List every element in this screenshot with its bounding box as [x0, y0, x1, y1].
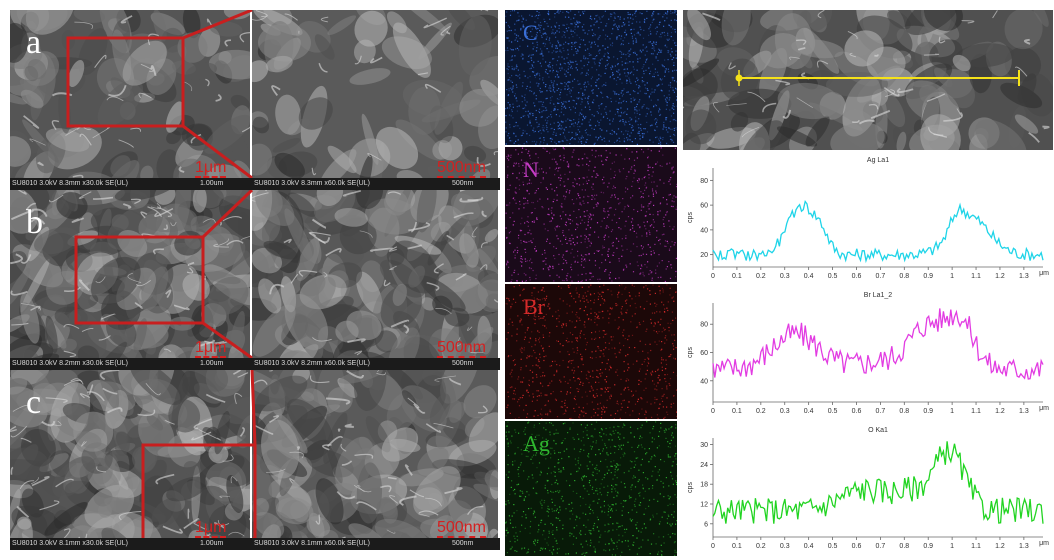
eds-map-br: Br [505, 284, 677, 419]
scan-line [735, 70, 1020, 86]
x-tick-label: 0.8 [899, 408, 909, 415]
panel-label-c: c [26, 384, 42, 421]
sem-info-bar: SU8010 3.0kV 8.3mm x30.0k SE(UL) 1.00um [10, 178, 252, 190]
x-tick-label: 1.3 [1019, 273, 1029, 280]
x-tick-label: 0 [711, 543, 715, 550]
x-tick-label: 0.3 [780, 273, 790, 280]
scale-bar-label: 500nm [437, 159, 486, 178]
x-tick-label: 0.9 [923, 408, 933, 415]
sem-info-bar: SU8010 3.0kV 8.1mm x60.0k SE(UL) 500nm [252, 538, 500, 550]
x-tick-label: 0.9 [923, 543, 933, 550]
x-tick-label: 1.2 [995, 408, 1005, 415]
x-axis-unit: μm [1039, 405, 1049, 412]
scale-bar-label: 500nm [437, 339, 486, 358]
y-tick-label: 80 [700, 178, 708, 185]
y-tick-label: 60 [700, 350, 708, 357]
y-tick-label: 12 [700, 502, 708, 509]
eds-element-label: Br [523, 294, 545, 319]
x-tick-label: 1.3 [1019, 408, 1029, 415]
x-axis-unit: μm [1039, 540, 1049, 547]
plot-title: Ag La1 [867, 157, 889, 164]
linescan-sem-image [683, 10, 1053, 150]
x-tick-label: 0.5 [828, 408, 838, 415]
y-tick-label: 20 [700, 252, 708, 259]
plot-title: Br La1_2 [864, 292, 893, 299]
x-tick-label: 0.7 [876, 543, 886, 550]
x-tick-label: 0.1 [732, 543, 742, 550]
y-tick-label: 80 [700, 322, 708, 329]
x-tick-label: 0 [711, 273, 715, 280]
sem-image-a-high-mag [252, 10, 498, 190]
x-tick-label: 0.4 [804, 408, 814, 415]
x-tick-label: 0.6 [852, 543, 862, 550]
eds-element-label: N [523, 157, 539, 182]
x-tick-label: 1 [950, 543, 954, 550]
eds-element-label: C [523, 20, 538, 45]
scale-bar-label: 1μm [195, 519, 227, 538]
x-tick-label: 0.4 [804, 273, 814, 280]
x-tick-label: 1.2 [995, 273, 1005, 280]
x-tick-label: 0.7 [876, 273, 886, 280]
x-tick-label: 0.8 [899, 543, 909, 550]
sem-info-bar: SU8010 3.0kV 8.1mm x30.0k SE(UL) 1.00um [10, 538, 252, 550]
x-tick-label: 0.6 [852, 408, 862, 415]
y-tick-label: 24 [700, 462, 708, 469]
y-tick-label: 40 [700, 227, 708, 234]
x-tick-label: 0.3 [780, 543, 790, 550]
line-scan-series [712, 199, 1044, 264]
y-axis-label: cps [687, 212, 694, 223]
x-tick-label: 1 [950, 273, 954, 280]
eds-map-n: N [505, 147, 677, 282]
x-tick-label: 0.9 [923, 273, 933, 280]
x-tick-label: 0.7 [876, 408, 886, 415]
x-tick-label: 0.2 [756, 273, 766, 280]
panel-label-a: a [26, 24, 42, 61]
x-tick-label: 1.1 [971, 408, 981, 415]
x-tick-label: 1.1 [971, 273, 981, 280]
x-tick-label: 1.1 [971, 543, 981, 550]
x-tick-label: 0 [711, 408, 715, 415]
x-tick-label: 1.2 [995, 543, 1005, 550]
y-axis-label: cps [687, 347, 694, 358]
y-axis-label: cps [687, 482, 694, 493]
x-axis-unit: μm [1039, 270, 1049, 277]
x-tick-label: 0.2 [756, 408, 766, 415]
sem-info-bar: SU8010 3.0kV 8.2mm x60.0k SE(UL) 500nm [252, 358, 500, 370]
sem-info-bar: SU8010 3.0kV 8.3mm x60.0k SE(UL) 500nm [252, 178, 500, 190]
y-tick-label: 30 [700, 442, 708, 449]
x-tick-label: 0.6 [852, 273, 862, 280]
panel-label-b: b [26, 204, 43, 241]
line-scan-series [712, 308, 1044, 380]
line-scan-series [712, 441, 1044, 524]
x-tick-label: 0.1 [732, 408, 742, 415]
eds-element-label: Ag [523, 431, 550, 456]
x-tick-label: 0.8 [899, 273, 909, 280]
scale-bar-label: 1μm [195, 339, 227, 358]
scale-bar-label: 1μm [195, 159, 227, 178]
x-tick-label: 0.5 [828, 273, 838, 280]
x-tick-label: 0.2 [756, 543, 766, 550]
sem-image-b-high-mag [252, 190, 498, 370]
y-tick-label: 6 [704, 521, 708, 528]
x-tick-label: 0.4 [804, 543, 814, 550]
x-tick-label: 0.5 [828, 543, 838, 550]
plot-title: O Ka1 [868, 427, 888, 434]
x-tick-label: 1.3 [1019, 543, 1029, 550]
x-tick-label: 0.1 [732, 273, 742, 280]
eds-map-c: C [505, 10, 677, 145]
y-tick-label: 60 [700, 203, 708, 210]
eds-map-ag: Ag [505, 421, 677, 556]
line-scan-o: 6 12 18 24 30 0 0.1 0.2 0.3 0.4 0.5 0.6 0.7 0.8 0.9 1 1.… [683, 422, 1053, 555]
sem-info-bar: SU8010 3.0kV 8.2mm x30.0k SE(UL) 1.00um [10, 358, 252, 370]
x-tick-label: 1 [950, 408, 954, 415]
x-tick-label: 0.3 [780, 408, 790, 415]
line-scan-br: 40 60 80 0 0.1 0.2 0.3 0.4 0.5 0.6 0.7 0.8 0.9 1 1.1 1.… [683, 287, 1053, 420]
line-scan-ag: 20 40 60 80 0 0.1 0.2 0.3 0.4 0.5 0.6 0.7 0.8 0.9 1 1.1… [683, 152, 1053, 285]
y-tick-label: 40 [700, 378, 708, 385]
scale-bar-label: 500nm [437, 519, 486, 538]
y-tick-label: 18 [700, 482, 708, 489]
